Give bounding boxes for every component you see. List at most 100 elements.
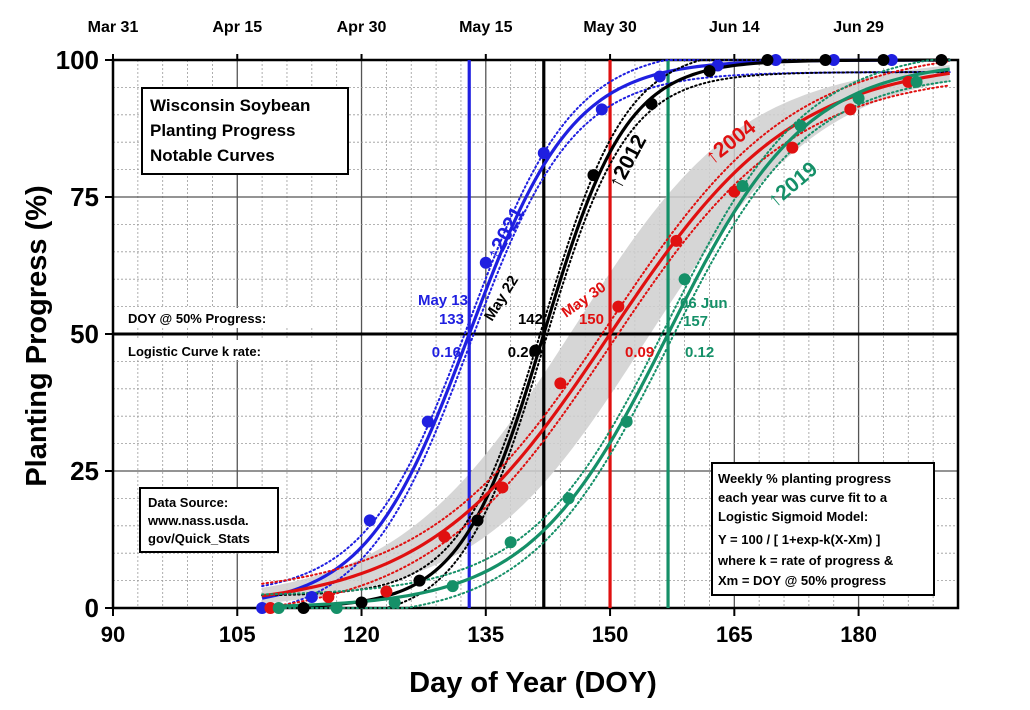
x-tick-label: 90 <box>101 622 125 647</box>
k-rate-label-2012: 0.20 <box>508 344 537 361</box>
title-line-2: Planting Progress <box>150 121 295 140</box>
point-2004 <box>438 530 451 543</box>
top-date-label: Jun 29 <box>833 19 884 36</box>
axes: 90 105 120 135 150 165 180 0 25 50 75 100 Mar 31 Apr … <box>56 19 960 647</box>
curve-upper-2004 <box>261 60 951 585</box>
point-2004 <box>670 234 683 247</box>
point-2021 <box>827 54 840 66</box>
point-2021 <box>363 514 376 527</box>
y-tick-label: 0 <box>85 593 99 623</box>
x-tick-label: 135 <box>467 622 504 647</box>
point-2004 <box>496 481 509 494</box>
krate-row-label: Logistic Curve k rate: <box>128 344 261 359</box>
point-2021 <box>885 54 898 66</box>
point-2021 <box>537 147 550 160</box>
point-2021 <box>769 54 782 66</box>
top-date-label: May 30 <box>583 19 636 36</box>
point-2021 <box>256 602 269 614</box>
model-line-4: Y = 100 / [ 1+exp-k(X-Xm) ] <box>718 532 880 547</box>
doy50-label-2012: 142 <box>518 311 543 328</box>
top-date-label: Jun 14 <box>709 19 760 36</box>
x-tick-label: 120 <box>343 622 380 647</box>
point-2019 <box>678 273 691 286</box>
year-label-2021: ↑2021 <box>482 203 529 265</box>
point-2012 <box>645 97 658 110</box>
point-2021 <box>305 591 318 604</box>
point-2019 <box>620 415 633 428</box>
point-2004 <box>844 103 857 116</box>
point-2019 <box>504 536 517 549</box>
source-line-3: gov/Quick_Stats <box>148 531 250 546</box>
model-line-1: Weekly % planting progress <box>718 471 891 486</box>
y-axis-title: Planting Progress (%) <box>21 185 53 486</box>
point-2012 <box>935 54 948 66</box>
point-2019 <box>388 596 401 609</box>
top-date-label: Mar 31 <box>88 19 139 36</box>
point-2004 <box>786 141 799 154</box>
curve-lower-2019 <box>261 80 951 609</box>
point-2004 <box>264 602 277 614</box>
point-2012 <box>877 54 890 66</box>
curve-upper-2019 <box>261 59 951 596</box>
doy50-row-label: DOY @ 50% Progress: <box>128 311 266 326</box>
title-line-3: Notable Curves <box>150 146 275 165</box>
top-date-label: May 15 <box>459 19 512 36</box>
date50-label-2019: 06 Jun <box>680 295 728 312</box>
source-line-1: Data Source: <box>148 495 228 510</box>
point-2012 <box>703 64 716 77</box>
point-2012 <box>587 169 600 182</box>
point-2012 <box>761 54 774 66</box>
y-tick-label: 25 <box>70 456 99 486</box>
model-line-3: Logistic Sigmoid Model: <box>718 509 868 524</box>
doy50-label-2019: 157 <box>683 313 708 330</box>
k-rate-label-2004: 0.09 <box>625 344 654 361</box>
point-2019 <box>446 580 459 593</box>
curve-upper-2021 <box>261 59 951 588</box>
point-2019 <box>852 92 865 105</box>
point-2004 <box>902 75 915 88</box>
model-line-6: Xm = DOY @ 50% progress <box>718 573 886 588</box>
x-tick-label: 180 <box>840 622 877 647</box>
point-2019 <box>910 75 923 88</box>
point-2019 <box>330 602 343 614</box>
point-2004 <box>612 300 625 313</box>
x-tick-label: 150 <box>592 622 629 647</box>
point-2021 <box>595 103 608 116</box>
data-source-box: Data Source: www.nass.usda. gov/Quick_St… <box>139 487 279 553</box>
doy50-label-bg <box>122 308 322 328</box>
x-tick-label: 165 <box>716 622 753 647</box>
doy50-label-2021: 133 <box>439 311 464 328</box>
model-box: Weekly % planting progress each year was… <box>711 462 935 596</box>
point-2004 <box>554 377 567 390</box>
point-2004 <box>322 591 335 604</box>
title-line-1: Wisconsin Soybean <box>150 96 310 115</box>
point-2019 <box>562 492 575 505</box>
point-2019 <box>736 180 749 193</box>
point-2012 <box>471 514 484 527</box>
y-tick-label: 75 <box>70 182 99 212</box>
data-points <box>256 54 948 614</box>
point-2012 <box>819 54 832 66</box>
krate-label-bg <box>122 340 322 360</box>
y-tick-label: 50 <box>70 319 99 349</box>
x-axis-title: Day of Year (DOY) <box>409 667 657 699</box>
top-date-label: Apr 15 <box>212 19 262 36</box>
top-date-label: Apr 30 <box>337 19 387 36</box>
point-2021 <box>479 256 492 269</box>
point-2012 <box>413 574 426 587</box>
point-2021 <box>653 70 666 83</box>
model-line-2: each year was curve fit to a <box>718 490 888 505</box>
source-line-2: www.nass.usda. <box>147 513 249 528</box>
model-line-5: where k = rate of progress & <box>717 553 893 568</box>
point-2021 <box>421 415 434 428</box>
doy50-label-2004: 150 <box>579 311 604 328</box>
point-2012 <box>355 596 368 609</box>
date50-label-2021: May 13 <box>418 292 468 309</box>
point-2012 <box>297 602 310 614</box>
point-2019 <box>272 602 285 614</box>
k-rate-label-2021: 0.16 <box>432 344 461 361</box>
point-2004 <box>380 585 393 598</box>
y-tick-label: 100 <box>56 45 99 75</box>
curve-2019 <box>262 67 950 609</box>
